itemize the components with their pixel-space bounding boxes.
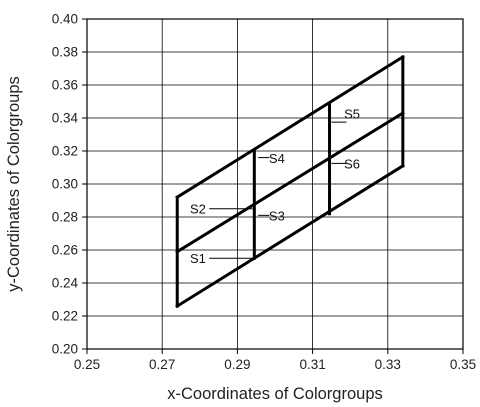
outline-top-edge	[175, 54, 405, 200]
data-layer: S1 S2 S3 S4 S5 S6	[175, 54, 405, 309]
y-tick-label: 0.22	[52, 309, 78, 324]
outline-bottom-edge	[175, 163, 405, 309]
region-label: S5	[344, 106, 360, 121]
region-label: S1	[190, 251, 206, 266]
y-tick-label: 0.30	[52, 177, 78, 192]
tick-layer: 0.25 0.27 0.29 0.31 0.33 0.35 0.20 0.22 0.24 0.26…	[52, 12, 476, 373]
y-tick-label: 0.38	[52, 45, 78, 60]
y-tick-label: 0.24	[52, 276, 79, 291]
y-tick-label: 0.40	[52, 12, 78, 27]
y-tick-label: 0.28	[52, 210, 78, 225]
grid-layer	[86, 18, 464, 350]
region-label: S6	[344, 157, 360, 172]
middle-divider	[175, 110, 405, 254]
y-tick-label: 0.34	[52, 111, 79, 126]
x-tick-label: 0.33	[375, 357, 401, 372]
region-annotation-s5: S5	[331, 106, 360, 123]
x-tick-label: 0.25	[74, 357, 100, 372]
x-axis-title: x-Coordinates of Colorgroups	[167, 385, 383, 403]
y-tick-label: 0.32	[52, 144, 78, 159]
y-tick-label: 0.26	[52, 243, 78, 258]
region-annotation-s6: S6	[331, 157, 360, 172]
y-tick-label: 0.20	[52, 342, 78, 357]
x-tick-label: 0.31	[299, 357, 325, 372]
x-tick-label: 0.35	[450, 357, 476, 372]
region-annotation-s2: S2	[190, 201, 253, 216]
region-annotation-s1: S1	[190, 251, 253, 266]
y-tick-label: 0.36	[52, 78, 78, 93]
region-label: S4	[269, 151, 285, 166]
x-tick-label: 0.27	[149, 357, 175, 372]
region-label: S2	[190, 201, 206, 216]
region-annotation-s4: S4	[258, 151, 285, 166]
region-annotation-s3: S3	[258, 209, 285, 224]
x-tick-label: 0.29	[224, 357, 250, 372]
region-label: S3	[269, 209, 285, 224]
y-axis-title: y-Coordinates of Colorgroups	[5, 76, 23, 292]
